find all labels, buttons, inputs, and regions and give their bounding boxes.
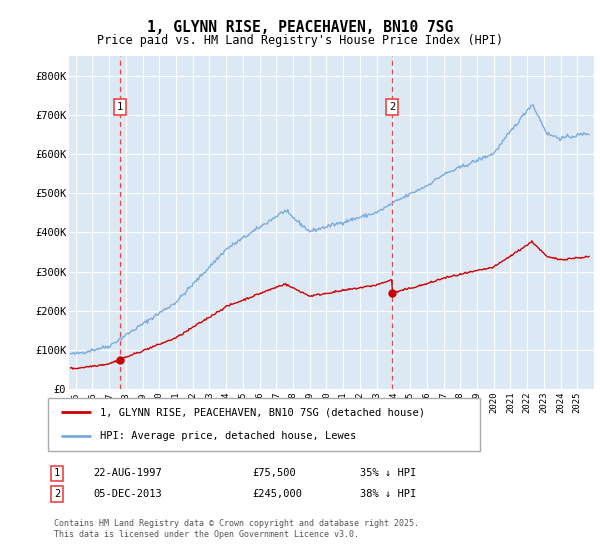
- Text: Price paid vs. HM Land Registry's House Price Index (HPI): Price paid vs. HM Land Registry's House …: [97, 34, 503, 46]
- Text: 1, GLYNN RISE, PEACEHAVEN, BN10 7SG (detached house): 1, GLYNN RISE, PEACEHAVEN, BN10 7SG (det…: [100, 408, 425, 418]
- Text: Contains HM Land Registry data © Crown copyright and database right 2025.
This d: Contains HM Land Registry data © Crown c…: [54, 520, 419, 539]
- Text: £245,000: £245,000: [252, 489, 302, 499]
- Text: 1: 1: [54, 468, 60, 478]
- Text: 35% ↓ HPI: 35% ↓ HPI: [360, 468, 416, 478]
- Text: 38% ↓ HPI: 38% ↓ HPI: [360, 489, 416, 499]
- Text: HPI: Average price, detached house, Lewes: HPI: Average price, detached house, Lewe…: [100, 431, 356, 441]
- Text: 22-AUG-1997: 22-AUG-1997: [93, 468, 162, 478]
- Text: 2: 2: [389, 102, 395, 112]
- FancyBboxPatch shape: [48, 398, 480, 451]
- Text: 1: 1: [117, 102, 123, 112]
- Text: 05-DEC-2013: 05-DEC-2013: [93, 489, 162, 499]
- Text: 2: 2: [54, 489, 60, 499]
- Text: £75,500: £75,500: [252, 468, 296, 478]
- Text: 1, GLYNN RISE, PEACEHAVEN, BN10 7SG: 1, GLYNN RISE, PEACEHAVEN, BN10 7SG: [147, 20, 453, 35]
